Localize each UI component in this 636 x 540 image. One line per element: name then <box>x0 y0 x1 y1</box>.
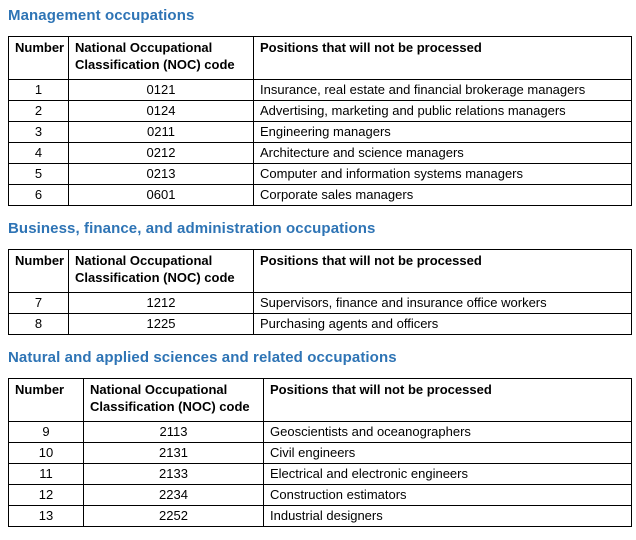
table-header-row: Number National Occupational Classificat… <box>8 249 632 293</box>
cell-noc-code: 0211 <box>68 121 254 143</box>
column-header-number: Number <box>8 36 69 80</box>
cell-number: 9 <box>8 421 84 443</box>
cell-position: Industrial designers <box>263 505 632 527</box>
section-natural-applied-sciences-occupations: Natural and applied sciences and related… <box>8 349 632 527</box>
cell-position: Advertising, marketing and public relati… <box>253 100 632 122</box>
cell-noc-code: 1225 <box>68 313 254 335</box>
cell-number: 2 <box>8 100 69 122</box>
cell-noc-code: 0124 <box>68 100 254 122</box>
cell-position: Supervisors, finance and insurance offic… <box>253 292 632 314</box>
table-row: 13 2252 Industrial designers <box>8 505 632 527</box>
cell-number: 8 <box>8 313 69 335</box>
table-row: 1 0121 Insurance, real estate and financ… <box>8 79 632 101</box>
cell-number: 5 <box>8 163 69 185</box>
cell-position: Computer and information systems manager… <box>253 163 632 185</box>
column-header-positions: Positions that will not be processed <box>263 378 632 422</box>
section-heading-management: Management occupations <box>8 7 195 24</box>
cell-position: Insurance, real estate and financial bro… <box>253 79 632 101</box>
document-page: Management occupations Number National O… <box>8 7 632 527</box>
cell-number: 12 <box>8 484 84 506</box>
column-header-positions: Positions that will not be processed <box>253 36 632 80</box>
column-header-noc-code: National Occupational Classification (NO… <box>68 249 254 293</box>
column-header-noc-code: National Occupational Classification (NO… <box>83 378 264 422</box>
table-row: 8 1225 Purchasing agents and officers <box>8 313 632 335</box>
cell-number: 6 <box>8 184 69 206</box>
cell-noc-code: 1212 <box>68 292 254 314</box>
column-header-number: Number <box>8 378 84 422</box>
table-row: 2 0124 Advertising, marketing and public… <box>8 100 632 122</box>
cell-noc-code: 0121 <box>68 79 254 101</box>
table-row: 6 0601 Corporate sales managers <box>8 184 632 206</box>
table-row: 10 2131 Civil engineers <box>8 442 632 464</box>
cell-noc-code: 0212 <box>68 142 254 164</box>
cell-noc-code: 2131 <box>83 442 264 464</box>
cell-position: Corporate sales managers <box>253 184 632 206</box>
cell-position: Geoscientists and oceanographers <box>263 421 632 443</box>
column-header-noc-code: National Occupational Classification (NO… <box>68 36 254 80</box>
cell-noc-code: 0601 <box>68 184 254 206</box>
section-business-finance-occupations: Business, finance, and administration oc… <box>8 220 632 335</box>
cell-number: 10 <box>8 442 84 464</box>
cell-position: Electrical and electronic engineers <box>263 463 632 485</box>
column-header-number: Number <box>8 249 69 293</box>
cell-noc-code: 2133 <box>83 463 264 485</box>
table-header-row: Number National Occupational Classificat… <box>8 36 632 80</box>
cell-number: 3 <box>8 121 69 143</box>
cell-noc-code: 2234 <box>83 484 264 506</box>
table-row: 9 2113 Geoscientists and oceanographers <box>8 421 632 443</box>
section-heading-natural-sciences: Natural and applied sciences and related… <box>8 349 397 366</box>
section-management-occupations: Management occupations Number National O… <box>8 7 632 206</box>
cell-number: 1 <box>8 79 69 101</box>
cell-position: Engineering managers <box>253 121 632 143</box>
cell-number: 7 <box>8 292 69 314</box>
table-header-row: Number National Occupational Classificat… <box>8 378 632 422</box>
cell-number: 11 <box>8 463 84 485</box>
table-row: 12 2234 Construction estimators <box>8 484 632 506</box>
cell-number: 13 <box>8 505 84 527</box>
table-row: 11 2133 Electrical and electronic engine… <box>8 463 632 485</box>
noc-table-management: Number National Occupational Classificat… <box>8 36 632 206</box>
table-row: 3 0211 Engineering managers <box>8 121 632 143</box>
cell-noc-code: 0213 <box>68 163 254 185</box>
table-row: 7 1212 Supervisors, finance and insuranc… <box>8 292 632 314</box>
cell-position: Civil engineers <box>263 442 632 464</box>
noc-table-natural-sciences: Number National Occupational Classificat… <box>8 378 632 527</box>
cell-position: Purchasing agents and officers <box>253 313 632 335</box>
table-row: 5 0213 Computer and information systems … <box>8 163 632 185</box>
noc-table-business-finance: Number National Occupational Classificat… <box>8 249 632 335</box>
cell-noc-code: 2252 <box>83 505 264 527</box>
column-header-positions: Positions that will not be processed <box>253 249 632 293</box>
table-row: 4 0212 Architecture and science managers <box>8 142 632 164</box>
cell-noc-code: 2113 <box>83 421 264 443</box>
cell-position: Architecture and science managers <box>253 142 632 164</box>
cell-number: 4 <box>8 142 69 164</box>
cell-position: Construction estimators <box>263 484 632 506</box>
section-heading-business-finance: Business, finance, and administration oc… <box>8 220 376 237</box>
